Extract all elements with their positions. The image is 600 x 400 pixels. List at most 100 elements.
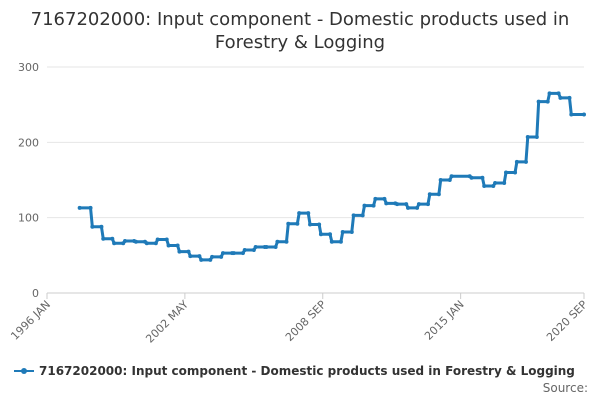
data-point-0-28	[231, 251, 236, 256]
data-point-0-53	[371, 203, 376, 208]
data-point-0-49	[349, 229, 354, 234]
data-point-0-32	[253, 245, 258, 250]
data-point-0-16	[166, 243, 171, 248]
data-point-0-50	[351, 213, 356, 218]
data-point-0-25	[219, 254, 224, 259]
legend[interactable]: 7167202000: Input component - Domestic p…	[14, 364, 575, 378]
data-point-0-1	[88, 205, 93, 210]
data-point-0-80	[525, 135, 530, 140]
data-point-0-20	[188, 254, 193, 259]
legend-label: 7167202000: Input component - Domestic p…	[39, 364, 575, 378]
data-point-0-12	[144, 241, 149, 246]
data-point-0-24	[210, 254, 215, 259]
y-tick-label-3: 300	[18, 61, 39, 74]
y-tick-label-1: 100	[18, 212, 39, 225]
legend-line-marker-icon	[14, 366, 34, 376]
data-point-0-82	[536, 99, 541, 104]
data-point-0-21	[197, 254, 202, 259]
data-point-0-46	[329, 239, 334, 244]
data-point-0-15	[164, 237, 169, 242]
x-tick-label-2: 2008 SEP	[283, 298, 329, 344]
data-point-0-58	[395, 202, 400, 207]
data-point-0-2	[90, 224, 95, 229]
data-point-0-31	[251, 248, 256, 253]
data-point-0-66	[438, 178, 443, 182]
data-point-0-64	[427, 192, 432, 197]
data-point-0-56	[384, 201, 389, 206]
data-point-0-47	[338, 239, 343, 244]
data-point-0-83	[545, 99, 550, 104]
data-point-0-78	[514, 159, 519, 164]
data-point-0-0	[77, 205, 82, 210]
data-point-0-84	[547, 91, 552, 96]
data-point-0-5	[110, 236, 115, 241]
data-point-0-51	[360, 213, 365, 218]
x-tick-label-1: 2002 MAY	[143, 298, 191, 346]
data-point-0-39	[295, 221, 300, 226]
data-point-0-40	[297, 211, 302, 216]
data-point-0-18	[177, 249, 182, 254]
data-point-0-87	[567, 95, 572, 100]
data-point-0-6	[112, 241, 117, 246]
chart-title: 7167202000: Input component - Domestic p…	[0, 8, 600, 54]
data-point-0-4	[101, 236, 106, 241]
data-point-0-8	[123, 239, 128, 244]
data-point-0-14	[155, 237, 160, 242]
data-point-0-10	[133, 239, 138, 244]
data-point-0-55	[382, 196, 387, 201]
chart-title-line-2: Forestry & Logging	[214, 32, 386, 53]
source-label: Source:	[542, 381, 588, 395]
data-point-0-76	[503, 170, 508, 175]
data-point-0-37	[284, 239, 289, 244]
data-point-0-3	[99, 224, 104, 229]
y-tick-label-0: 0	[32, 287, 39, 300]
y-tick-label-2: 200	[18, 136, 39, 149]
data-point-0-88	[569, 112, 574, 117]
data-point-0-75	[502, 181, 507, 186]
data-point-0-70	[469, 175, 474, 180]
data-point-0-77	[513, 170, 518, 175]
data-point-0-13	[153, 241, 158, 246]
data-point-0-29	[240, 251, 245, 256]
data-point-0-73	[491, 184, 496, 189]
data-point-0-85	[556, 91, 561, 96]
data-point-0-26	[220, 251, 225, 256]
data-point-0-79	[523, 159, 528, 164]
data-point-0-44	[318, 232, 323, 237]
data-point-0-89	[582, 112, 586, 117]
data-point-0-54	[373, 196, 378, 201]
data-point-0-86	[558, 95, 563, 100]
data-point-0-61	[415, 205, 420, 210]
data-point-0-62	[416, 202, 421, 207]
data-point-0-60	[406, 205, 411, 210]
data-point-0-72	[482, 184, 487, 189]
data-point-0-74	[493, 181, 498, 186]
data-point-0-34	[264, 245, 269, 250]
data-point-0-68	[449, 174, 454, 179]
data-point-0-43	[317, 222, 322, 227]
data-point-0-81	[534, 135, 539, 140]
data-point-0-42	[308, 222, 313, 227]
data-point-0-45	[328, 232, 333, 237]
data-point-0-71	[480, 175, 485, 180]
data-point-0-63	[425, 202, 430, 207]
data-point-0-65	[436, 192, 441, 197]
data-point-0-52	[362, 203, 367, 208]
x-tick-label-4: 2020 SEP	[544, 298, 590, 344]
data-point-0-48	[340, 229, 345, 234]
data-point-0-17	[175, 243, 180, 248]
data-point-0-19	[186, 249, 191, 254]
x-tick-label-3: 2015 JAN	[422, 298, 467, 343]
x-tick-label-0: 1996 JAN	[8, 298, 53, 343]
data-point-0-22	[199, 257, 204, 262]
data-point-0-23	[208, 257, 213, 262]
data-point-0-41	[306, 211, 311, 216]
data-point-0-36	[275, 239, 280, 244]
data-point-0-67	[447, 178, 452, 182]
data-point-0-30	[242, 248, 247, 253]
data-point-0-59	[404, 202, 409, 207]
data-point-0-35	[273, 245, 278, 250]
chart-title-line-1: 7167202000: Input component - Domestic p…	[30, 9, 570, 30]
data-point-0-38	[286, 221, 291, 226]
